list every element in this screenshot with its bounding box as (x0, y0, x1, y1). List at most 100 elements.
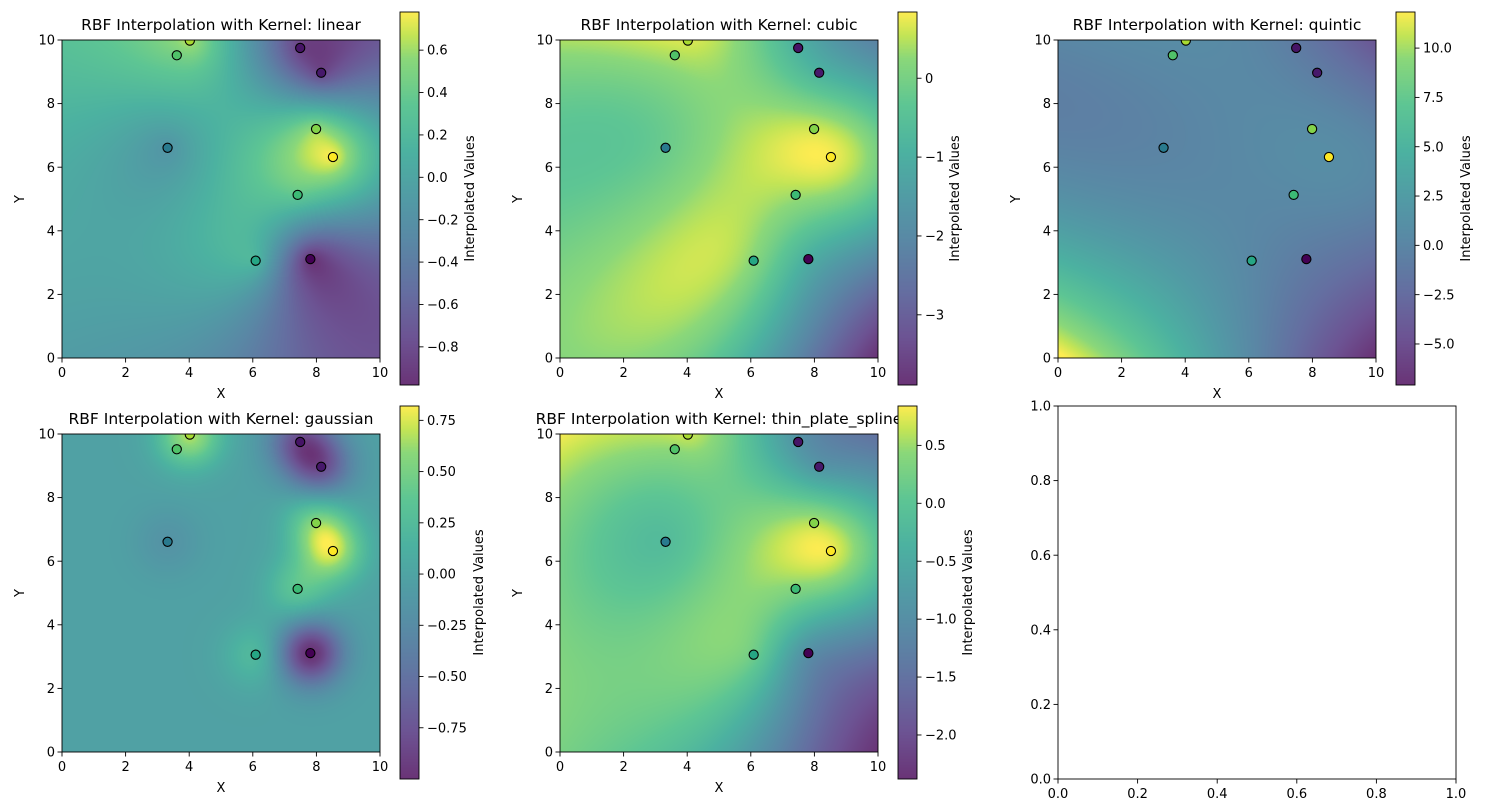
y-tick-label: 2 (47, 682, 55, 697)
x-tick-label: 0.2 (1127, 787, 1148, 802)
x-tick-label: 0 (58, 760, 66, 775)
sample-point (682, 40, 693, 46)
x-tick-label: 10 (372, 760, 389, 775)
y-tick-label: 2 (47, 288, 55, 303)
colorbar-tick-label: 0.00 (427, 568, 456, 583)
x-tick-label: 4 (185, 760, 193, 775)
y-axis-label: Y (1009, 195, 1024, 204)
colorbar-tick-label: 0.0 (925, 497, 946, 512)
y-axis-label: Y (13, 195, 28, 204)
colorbar-label: Interpolated Values (961, 529, 976, 655)
sample-point (790, 189, 801, 201)
colorbar-tick-label: −2.0 (925, 729, 957, 744)
colorbar-tick-label: 0.2 (427, 129, 448, 144)
sample-point (1288, 189, 1299, 201)
sample-point (316, 67, 327, 78)
axes-frame (1057, 405, 1457, 780)
colorbar-tick-label: 0.6 (427, 44, 448, 59)
sample-point (660, 142, 671, 153)
y-tick-label: 0 (47, 352, 55, 367)
heatmap-image (560, 40, 878, 358)
colorbar-tick-label: −0.8 (427, 340, 459, 355)
y-tick-label: 0.4 (1030, 623, 1051, 638)
x-axis-label: X (217, 387, 226, 402)
sample-point (814, 67, 825, 78)
sample-point (171, 50, 182, 61)
colorbar-tick-label: 0.0 (1423, 239, 1444, 254)
sample-point (310, 123, 322, 135)
x-tick-label: 2 (619, 760, 627, 775)
chart-title: RBF Interpolation with Kernel: linear (81, 16, 361, 34)
colorbar-tick-label: −2.5 (1423, 288, 1455, 303)
x-tick-label: 0.6 (1286, 787, 1307, 802)
axes-frame (61, 433, 381, 753)
subplot-linear: RBF Interpolation with Kernel: linear 0.6… (13, 11, 478, 402)
subplot-quintic: RBF Interpolation with Kernel: quintic 10… (1009, 11, 1474, 402)
x-tick-label: 0 (1054, 366, 1062, 381)
x-tick-label: 10 (372, 366, 389, 381)
colorbar-tick-label: 0 (925, 72, 933, 87)
x-tick-label: 10 (870, 760, 887, 775)
sample-point (790, 583, 801, 595)
sample-point (171, 444, 182, 455)
y-tick-label: 10 (536, 428, 553, 443)
x-tick-label: 2 (619, 366, 627, 381)
x-tick-label: 6 (747, 366, 755, 381)
y-tick-label: 0.8 (1030, 474, 1051, 489)
colorbar-tick-label: −1.5 (925, 671, 957, 686)
sample-point (316, 461, 327, 472)
x-tick-label: 8 (810, 366, 818, 381)
y-tick-label: 2 (545, 682, 553, 697)
colorbar-tick-label: 5.0 (1423, 140, 1444, 155)
sample-point (682, 434, 693, 440)
y-tick-label: 2 (545, 288, 553, 303)
y-tick-label: 0 (1043, 352, 1051, 367)
sample-point (184, 434, 195, 440)
colorbar-gradient (898, 12, 917, 385)
y-tick-label: 1.0 (1030, 400, 1051, 415)
sample-point (748, 649, 759, 660)
sample-point (808, 123, 820, 135)
x-axis-label: X (715, 781, 724, 796)
x-tick-label: 4 (683, 366, 691, 381)
sample-point (793, 436, 804, 448)
y-tick-label: 4 (47, 618, 55, 633)
sample-point (250, 255, 261, 266)
colorbar-gradient (400, 406, 419, 779)
colorbar-tick-label: −1 (925, 151, 944, 166)
sample-point (310, 517, 322, 529)
y-tick-label: 0 (47, 746, 55, 761)
colorbar-frame (399, 405, 420, 780)
colorbar-tick-label: −0.6 (427, 298, 459, 313)
subplot-cubic: RBF Interpolation with Kernel: cubic 0 −1 −… (511, 11, 963, 402)
sample-point (184, 40, 195, 46)
y-axis-label: Y (511, 589, 526, 598)
sample-point (1246, 255, 1257, 266)
sample-point (292, 189, 303, 201)
x-tick-label: 8 (312, 366, 320, 381)
x-axis-label: X (715, 387, 724, 402)
sample-point (1180, 40, 1191, 46)
colorbar-label: Interpolated Values (948, 135, 963, 261)
x-tick-label: 0.0 (1048, 787, 1069, 802)
colorbar-gradient (1396, 12, 1415, 385)
y-tick-label: 6 (545, 161, 553, 176)
heatmap-image (62, 40, 380, 358)
sample-point (250, 649, 261, 660)
sample-point (1323, 151, 1335, 163)
x-tick-label: 0 (556, 366, 564, 381)
x-tick-label: 4 (185, 366, 193, 381)
x-tick-label: 0.4 (1207, 787, 1228, 802)
chart-title: RBF Interpolation with Kernel: cubic (580, 16, 857, 34)
subplot-thin_plate_spline: RBF Interpolation with Kernel: thin_plat… (511, 405, 976, 796)
axes-frame (559, 433, 879, 753)
colorbar-tick-label: −0.5 (925, 555, 957, 570)
y-tick-label: 0.6 (1030, 549, 1051, 564)
y-tick-label: 4 (47, 224, 55, 239)
y-tick-label: 0 (545, 746, 553, 761)
y-tick-label: 10 (1034, 34, 1051, 49)
colorbar-label: Interpolated Values (463, 135, 478, 261)
colorbar-tick-label: −2 (925, 230, 944, 245)
subplot-gaussian: RBF Interpolation with Kernel: gaussian 0… (13, 405, 487, 796)
